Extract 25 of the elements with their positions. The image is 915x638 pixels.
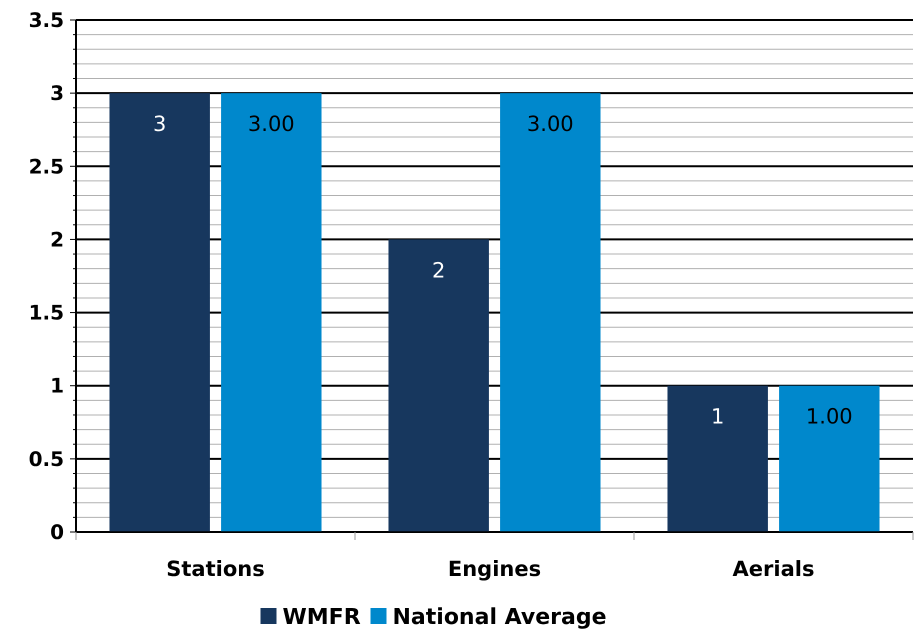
data-label: 3.00 xyxy=(248,112,295,136)
data-label: 1.00 xyxy=(806,404,853,429)
x-tick-label: Aerials xyxy=(732,557,814,581)
y-tick-label: 1 xyxy=(50,374,64,398)
legend-label: WMFR xyxy=(282,605,361,630)
y-tick-label: 3.5 xyxy=(28,8,64,32)
y-tick-label: 2.5 xyxy=(28,154,64,178)
bar xyxy=(109,93,210,532)
y-tick-label: 3 xyxy=(50,81,64,106)
bar xyxy=(779,386,880,532)
y-tick-label: 2 xyxy=(50,227,64,252)
x-tick-label: Stations xyxy=(166,557,265,581)
legend-label: National Average xyxy=(392,605,607,630)
y-tick-label: 1.5 xyxy=(28,300,64,325)
y-tick-label: 0.5 xyxy=(28,446,64,471)
bar xyxy=(500,93,601,532)
data-label: 2 xyxy=(432,258,446,282)
bar xyxy=(667,386,768,532)
data-label: 3 xyxy=(153,112,166,136)
x-tick-label: Engines xyxy=(448,557,542,581)
data-label: 1 xyxy=(711,404,724,429)
bar xyxy=(221,93,322,532)
bar xyxy=(388,239,489,532)
y-tick-label: 0 xyxy=(50,520,64,544)
data-label: 3.00 xyxy=(526,112,574,136)
